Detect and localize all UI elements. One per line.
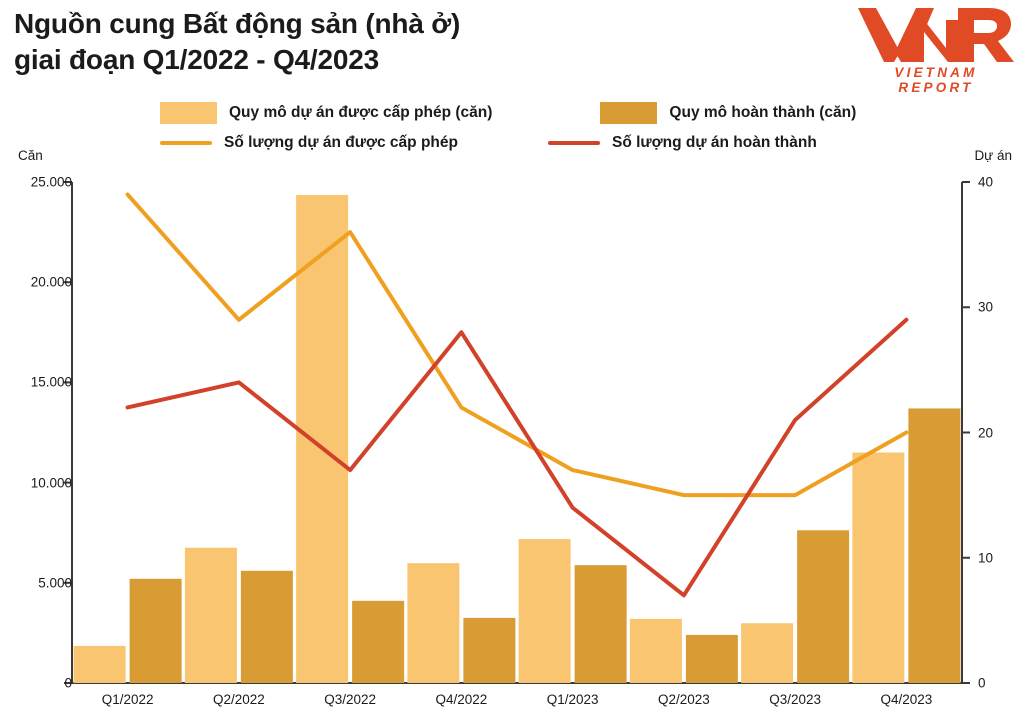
bar — [797, 530, 850, 683]
bar — [741, 623, 794, 683]
series-line — [125, 192, 909, 498]
bar — [574, 565, 627, 683]
x-axis-label: Q1/2023 — [546, 692, 599, 707]
bar — [296, 195, 349, 683]
bar — [852, 452, 905, 683]
bar — [184, 547, 237, 683]
bar — [629, 618, 682, 683]
x-axis-label: Q4/2022 — [435, 692, 488, 707]
legend-line-permitted-count — [160, 141, 212, 145]
right-axis-tick-label: 40 — [978, 174, 994, 190]
right-axis-tick-label: 0 — [978, 675, 986, 691]
bar — [908, 408, 961, 683]
left-axis-tick-label: 0 — [64, 675, 72, 691]
bar — [463, 617, 516, 683]
left-axis-tick-label: 15.000 — [30, 374, 72, 390]
bar — [685, 634, 738, 683]
right-axis-tick-label: 30 — [978, 299, 994, 315]
bar — [240, 570, 293, 683]
x-axis-label: Q2/2022 — [212, 692, 265, 707]
legend-item-completed-scale[interactable]: Quy mô hoàn thành (căn) — [600, 102, 856, 124]
right-axis-tick-label: 20 — [978, 425, 994, 440]
left-axis-unit: Căn — [18, 148, 43, 163]
legend-label-permitted-scale: Quy mô dự án được cấp phép (căn) — [229, 104, 493, 121]
x-axis-label: Q2/2023 — [657, 692, 710, 707]
legend-label-completed-count: Số lượng dự án hoàn thành — [611, 134, 817, 151]
bar — [518, 539, 571, 683]
legend-item-completed-count[interactable]: Số lượng dự án hoàn thành — [547, 134, 817, 152]
legend-line-completed-count — [547, 141, 600, 145]
right-axis-unit: Dự án — [974, 148, 1012, 163]
x-axis-label: Q4/2023 — [880, 692, 933, 707]
left-axis-tick-label: 10.000 — [30, 475, 72, 491]
legend-label-permitted-count: Số lượng dự án được cấp phép — [224, 134, 458, 151]
x-axis-label: Q3/2023 — [769, 692, 822, 707]
page-title: Nguồn cung Bất động sản (nhà ở) giai đoạ… — [14, 8, 461, 75]
legend-item-permitted-scale[interactable]: Quy mô dự án được cấp phép (căn) — [160, 102, 492, 124]
legend-item-permitted-count[interactable]: Số lượng dự án được cấp phép — [160, 134, 458, 152]
left-axis-tick-label: 20.000 — [30, 274, 72, 290]
x-axis-label: Q1/2022 — [101, 692, 154, 707]
bar — [73, 645, 126, 683]
legend-swatch-permitted-scale — [160, 102, 217, 124]
series-line — [125, 317, 909, 598]
right-axis-tick-label: 10 — [978, 550, 994, 566]
left-axis-tick-label: 5.000 — [38, 575, 72, 591]
bar — [407, 563, 460, 683]
bar — [129, 578, 182, 683]
vnr-monogram-icon — [858, 8, 1014, 62]
x-axis-label: Q3/2022 — [324, 692, 377, 707]
legend-swatch-completed-scale — [600, 102, 658, 124]
chart-legend: Quy mô dự án được cấp phép (căn) Quy mô … — [0, 100, 1024, 162]
logo-text: VIETNAM REPORT — [894, 65, 978, 95]
left-axis-tick-label: 25.000 — [30, 174, 72, 190]
legend-label-completed-scale: Quy mô hoàn thành (căn) — [669, 104, 857, 121]
vietnam-report-logo: VIETNAM REPORT — [854, 6, 1014, 95]
bar — [352, 600, 405, 683]
